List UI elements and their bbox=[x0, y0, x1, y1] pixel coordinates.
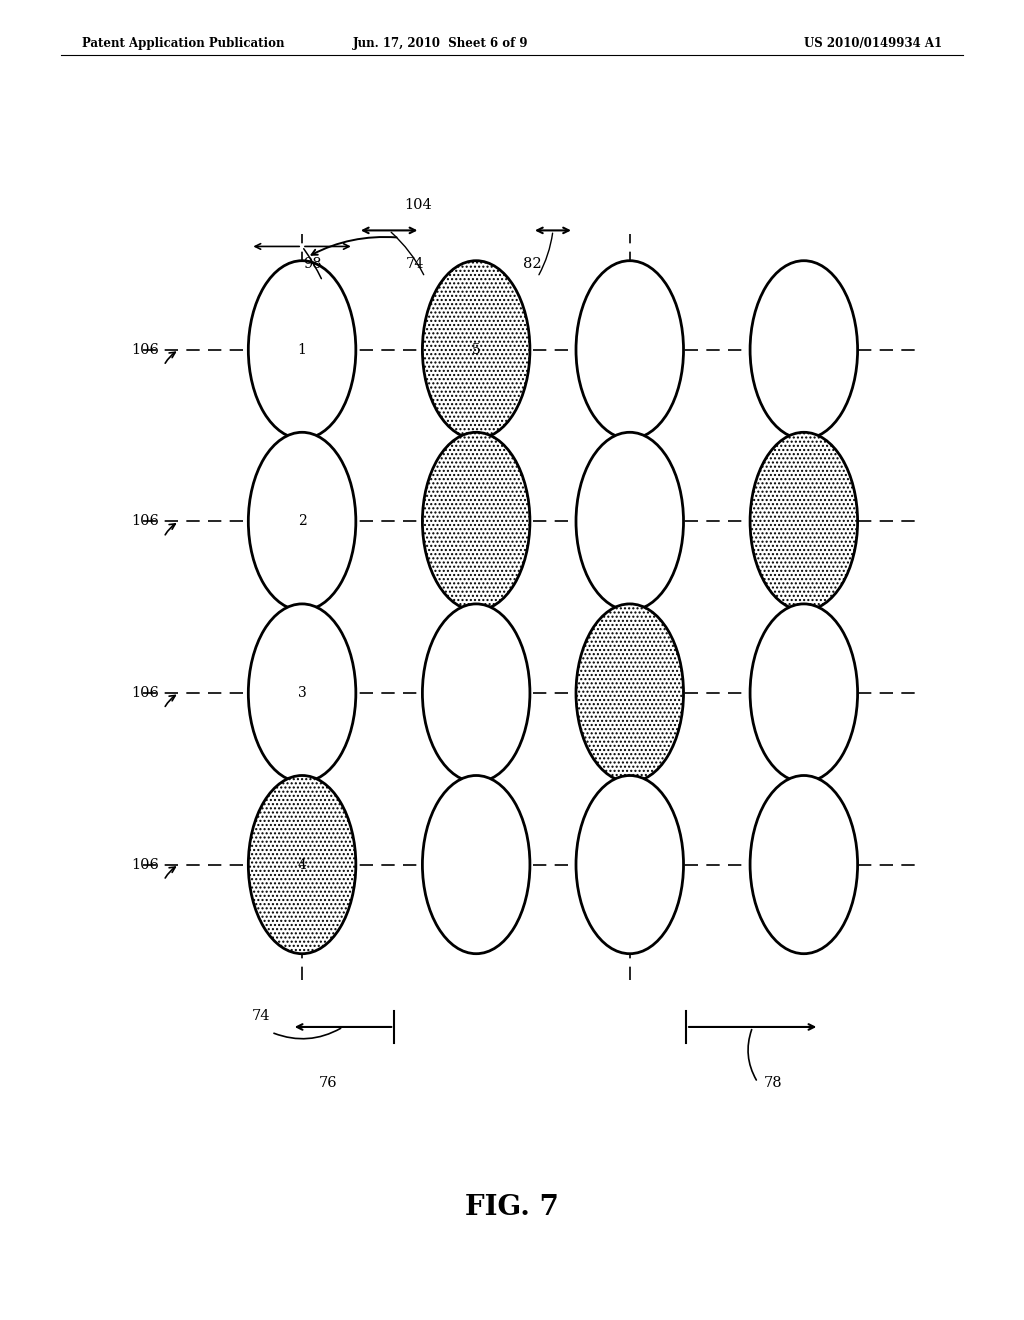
Ellipse shape bbox=[575, 261, 684, 438]
Ellipse shape bbox=[423, 605, 530, 781]
Text: Patent Application Publication: Patent Application Publication bbox=[82, 37, 285, 50]
Text: 106: 106 bbox=[131, 343, 159, 356]
Text: 3: 3 bbox=[298, 686, 306, 700]
Ellipse shape bbox=[575, 776, 684, 953]
Text: 5: 5 bbox=[472, 343, 480, 356]
Ellipse shape bbox=[750, 605, 858, 781]
Ellipse shape bbox=[248, 433, 356, 610]
Ellipse shape bbox=[248, 261, 356, 438]
Ellipse shape bbox=[575, 605, 684, 781]
Text: 74: 74 bbox=[252, 1010, 270, 1023]
Ellipse shape bbox=[423, 776, 530, 953]
Text: 4: 4 bbox=[298, 858, 306, 871]
Ellipse shape bbox=[575, 433, 684, 610]
Text: 98: 98 bbox=[303, 257, 322, 271]
Text: 1: 1 bbox=[298, 343, 306, 356]
Text: 104: 104 bbox=[404, 198, 432, 211]
Ellipse shape bbox=[750, 261, 858, 438]
Text: 74: 74 bbox=[406, 257, 424, 271]
Text: 82: 82 bbox=[523, 257, 542, 271]
Ellipse shape bbox=[248, 605, 356, 781]
Text: 106: 106 bbox=[131, 515, 159, 528]
Text: 2: 2 bbox=[298, 515, 306, 528]
Text: 78: 78 bbox=[764, 1076, 782, 1090]
Text: FIG. 7: FIG. 7 bbox=[465, 1195, 559, 1221]
Ellipse shape bbox=[750, 433, 858, 610]
Text: 106: 106 bbox=[131, 858, 159, 871]
Text: 106: 106 bbox=[131, 686, 159, 700]
Ellipse shape bbox=[423, 433, 530, 610]
Text: 76: 76 bbox=[318, 1076, 337, 1090]
Ellipse shape bbox=[248, 776, 356, 953]
Ellipse shape bbox=[423, 261, 530, 438]
Text: US 2010/0149934 A1: US 2010/0149934 A1 bbox=[804, 37, 942, 50]
Ellipse shape bbox=[750, 776, 858, 953]
Text: Jun. 17, 2010  Sheet 6 of 9: Jun. 17, 2010 Sheet 6 of 9 bbox=[352, 37, 528, 50]
